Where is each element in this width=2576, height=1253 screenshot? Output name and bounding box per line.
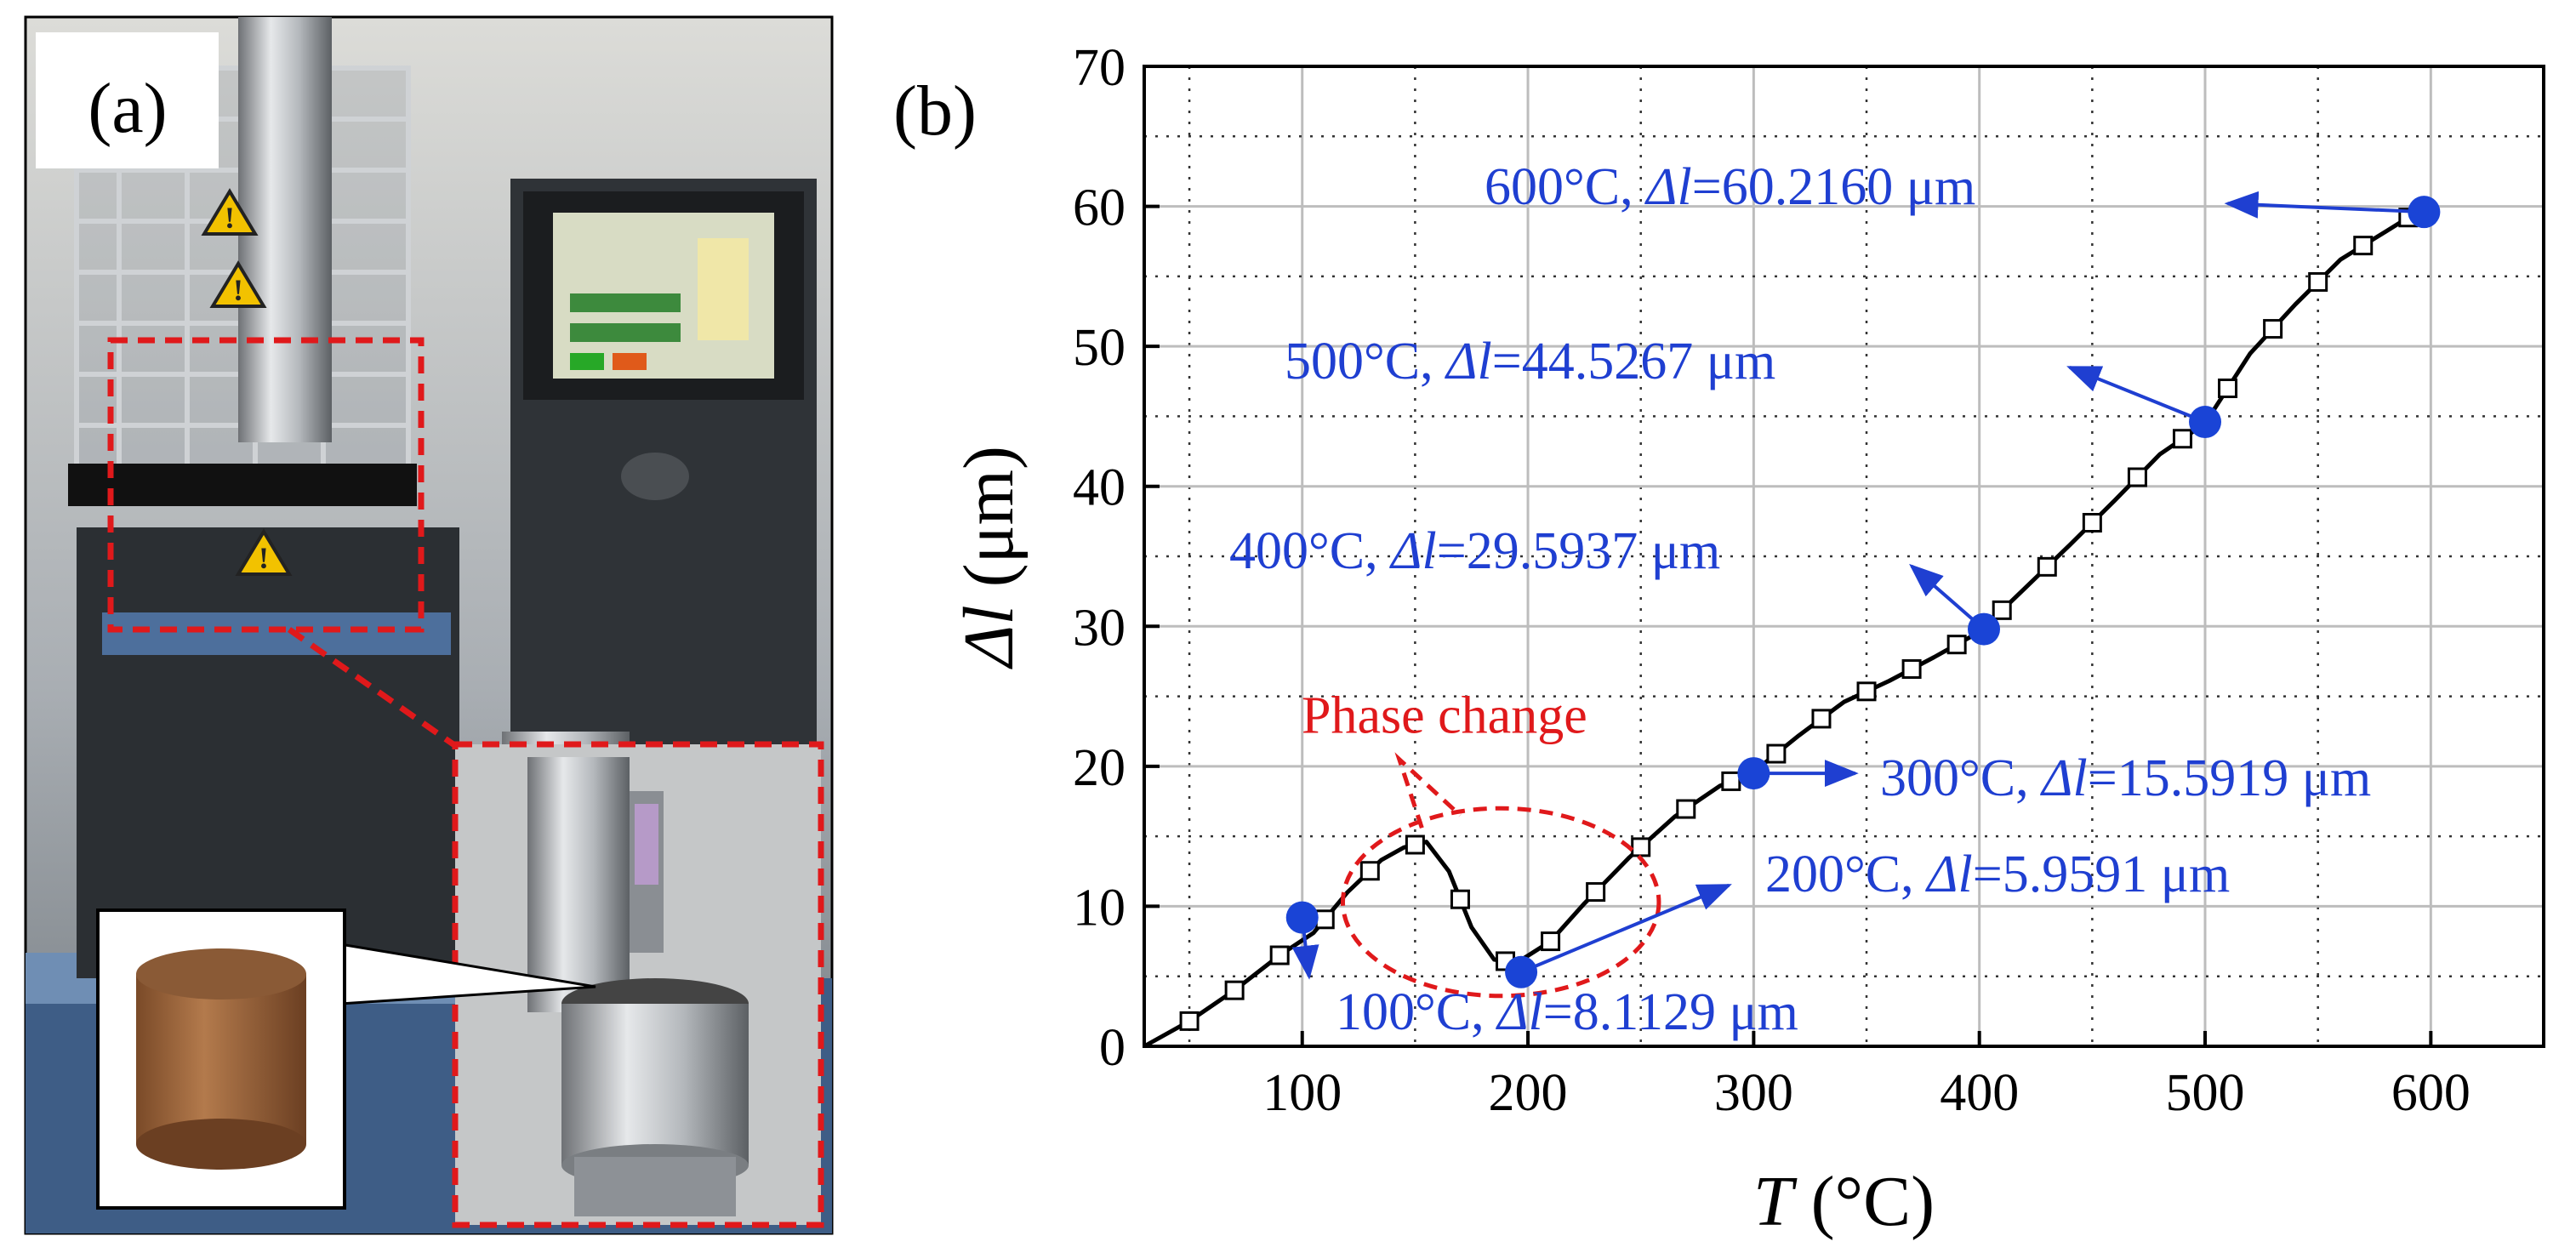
highlight-points	[1285, 196, 2441, 988]
square-marker	[1224, 980, 1245, 1000]
y-axis-label-var: Δl	[949, 605, 1029, 669]
highlight-point	[1968, 612, 2000, 646]
y-tick-label: 30	[1073, 599, 1126, 657]
square-marker	[1405, 834, 1425, 855]
y-tick-label: 70	[1073, 39, 1126, 97]
zoom-inset	[452, 741, 824, 1228]
x-axis-label-unit: (°C)	[1793, 1162, 1935, 1241]
square-marker	[1992, 600, 2012, 620]
highlight-point	[2189, 406, 2222, 439]
square-marker	[2353, 236, 2374, 256]
y-tick-label: 0	[1099, 1019, 1126, 1077]
square-marker	[1676, 799, 1696, 819]
square-marker	[1541, 931, 1561, 952]
phase-change-label: Phase change	[1302, 686, 1587, 744]
highlight-point	[1737, 757, 1770, 790]
annotation-200: 200°C, Δl=5.9591 μm	[1765, 846, 2230, 903]
panel-b-label: (b)	[893, 71, 977, 151]
y-tick-label: 40	[1073, 459, 1126, 517]
square-marker	[1811, 709, 1832, 729]
y-axis-ticks: 0 10 20 30 40 50 60 70	[1073, 39, 1160, 1077]
phase-change-ellipse	[1340, 806, 1661, 999]
square-marker	[2127, 467, 2147, 487]
warning-icon: ! ! !	[201, 188, 293, 576]
annotation-400: 400°C, Δl=29.5937 μm	[1229, 522, 1720, 580]
x-axis-ticks: 100 200 300 400 500 600	[1262, 1031, 2471, 1122]
highlight-point	[1285, 901, 1319, 934]
annotation-300: 300°C, Δl=15.5919 μm	[1880, 749, 2371, 807]
annotation-100: 100°C, Δl=8.1129 μm	[1336, 983, 1798, 1041]
y-tick-label: 60	[1073, 179, 1126, 237]
square-marker	[2037, 556, 2057, 577]
highlight-point	[2408, 196, 2441, 229]
annotation-arrow	[1520, 883, 1732, 974]
annotation-arrow	[2066, 365, 2206, 424]
square-marker	[1766, 743, 1787, 764]
square-marker	[2082, 513, 2102, 533]
square-marker	[1946, 635, 1967, 655]
panel-a-label: (a)	[88, 69, 167, 148]
square-marker	[1179, 1011, 1200, 1031]
series-line-dl	[1143, 202, 2432, 1049]
annotation-600: 600°C, Δl=60.2160 μm	[1485, 158, 1975, 216]
y-tick-label: 50	[1073, 319, 1126, 377]
square-marker	[1269, 945, 1290, 965]
panel-a-photo: ! ! !	[24, 15, 834, 1235]
square-marker	[1631, 837, 1651, 857]
y-axis-label-unit: (μm)	[949, 446, 1029, 605]
x-tick-label: 300	[1714, 1064, 1793, 1122]
square-marker	[1901, 658, 1922, 679]
square-marker	[1314, 909, 1335, 930]
annotation-arrow	[2224, 191, 2425, 219]
plot-frame	[1143, 65, 2545, 1048]
highlight-point	[1505, 955, 1538, 988]
curve	[1143, 202, 2432, 1049]
square-marker	[1359, 861, 1380, 881]
x-axis-label-var: T	[1753, 1162, 1798, 1241]
copper-sample-cylinder-icon	[136, 948, 306, 1170]
square-marker	[1721, 771, 1741, 791]
y-tick-label: 20	[1073, 739, 1126, 797]
x-tick-label: 200	[1489, 1064, 1568, 1122]
phase-change-pointer	[1394, 752, 1462, 829]
square-marker	[2308, 271, 2328, 292]
x-tick-label: 400	[1940, 1064, 2019, 1122]
svg-text:!: !	[225, 201, 235, 235]
square-marker	[1586, 882, 1606, 903]
x-tick-label: 500	[2166, 1064, 2245, 1122]
y-axis-label: Δl (μm)	[949, 446, 1029, 669]
square-marker	[1450, 889, 1470, 909]
svg-text:!: !	[233, 273, 243, 307]
x-tick-label: 100	[1262, 1064, 1342, 1122]
square-marker	[2172, 429, 2192, 449]
square-marker	[2263, 319, 2283, 339]
square-marker	[1856, 681, 1877, 702]
annotation-500: 500°C, Δl=44.5267 μm	[1285, 333, 1775, 390]
x-tick-label: 600	[2391, 1064, 2471, 1122]
sample-inset	[96, 908, 596, 1210]
panel-b-chart: (b) 0 10 20 30 40 50 60 70 100 200 300 400 500 600 Δ…	[893, 39, 2545, 1241]
phase-change-callout: Phase change	[1302, 686, 1661, 999]
square-marker	[2218, 379, 2238, 399]
y-tick-label: 10	[1073, 879, 1126, 937]
svg-text:!: !	[259, 541, 269, 575]
x-axis-label: T (°C)	[1753, 1162, 1935, 1241]
